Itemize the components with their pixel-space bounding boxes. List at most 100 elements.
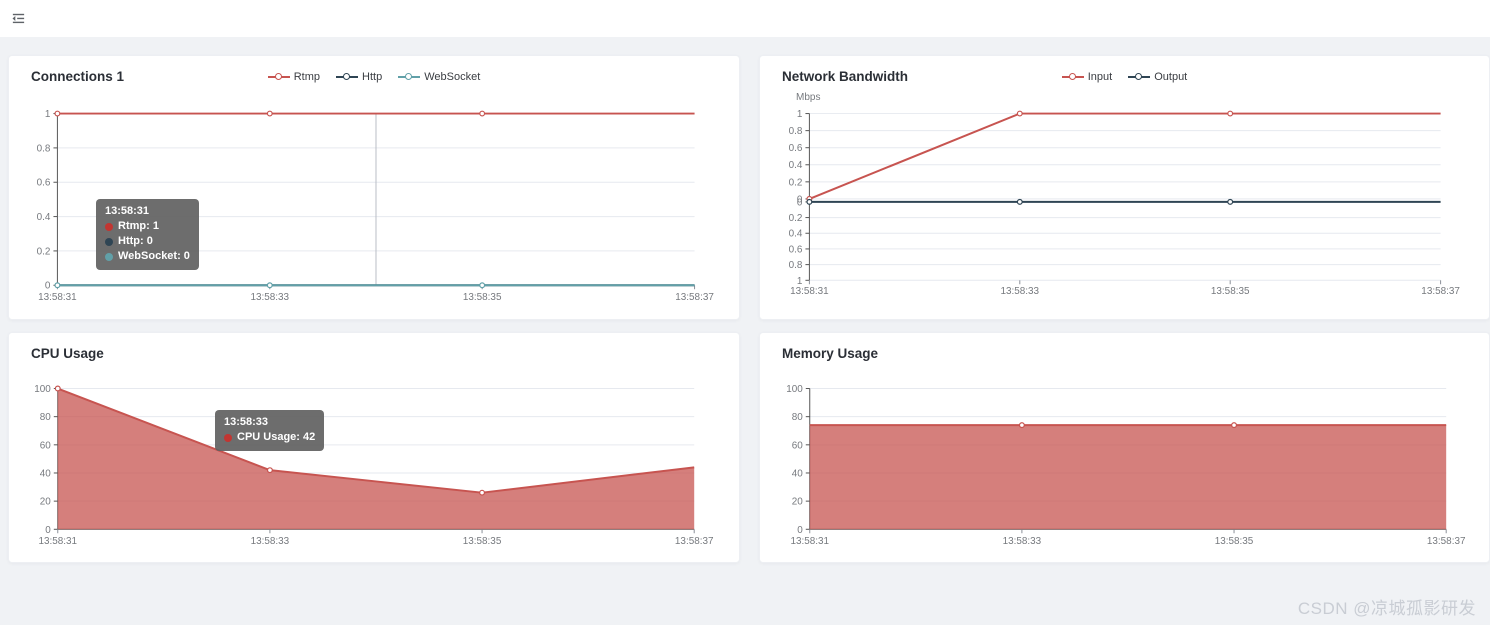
x-tick-label: 13:58:37: [675, 292, 714, 303]
y-tick-label: 0.2: [789, 213, 803, 224]
x-tick-label: 13:58:33: [1001, 286, 1040, 297]
x-tick-label: 13:58:35: [1215, 536, 1254, 547]
data-point-marker: [1018, 422, 1025, 429]
legend-label-rtmp: Rtmp: [293, 71, 321, 83]
data-point-marker: [266, 467, 273, 474]
y-tick-label: 0.4: [789, 229, 803, 240]
data-point-marker: [1231, 422, 1238, 429]
y-tick-label: 20: [792, 497, 804, 508]
line-marker-icon: [1061, 72, 1084, 82]
top-header-bar: [0, 0, 1490, 37]
series-line-input: [809, 112, 1441, 200]
y-tick-label: 0.6: [37, 178, 51, 189]
menu-fold-icon-glyph: [12, 13, 24, 23]
line-marker-icon: [1128, 72, 1151, 82]
x-tick-label: 13:58:31: [790, 286, 829, 297]
legend-network: Input Output: [760, 71, 1489, 83]
y-tick-label: 0.8: [789, 126, 803, 137]
memory-chart-canvas[interactable]: 100 80 60 40 20 013:58:31 13:58:33 13:58:35 13:5…: [760, 333, 1489, 562]
y-tick-label: 40: [792, 468, 804, 479]
legend-item-http[interactable]: Http: [336, 71, 382, 83]
panel-cpu-usage: CPU Usage 100 80 60 40 20 0 13:58:31 13:58:33 13…: [8, 332, 740, 563]
line-marker-icon: [398, 72, 421, 82]
panel-memory-usage: Memory Usage 100 80 60 40 20 0 13:58:31 13:58:3…: [759, 332, 1490, 563]
legend-label-output: Output: [1154, 71, 1188, 83]
chart-title-network: Network Bandwidth: [782, 69, 909, 84]
data-point-marker: [479, 489, 486, 496]
line-marker-icon: [336, 72, 359, 82]
chart-title-connections: Connections 1: [31, 69, 125, 84]
y-tick-label: 0: [797, 194, 803, 205]
y-axis-unit-label: Mbps: [796, 92, 821, 103]
y-tick-label: 0.4: [789, 160, 803, 171]
y-tick-label: 40: [40, 468, 52, 479]
x-tick-label: 13:58:33: [251, 536, 290, 547]
data-point-marker: [479, 282, 486, 289]
x-tick-label: 13:58:31: [38, 292, 77, 303]
legend-connections: Rtmp Http WebSocket: [9, 71, 739, 83]
legend-item-output[interactable]: Output: [1128, 71, 1187, 83]
data-point-marker: [54, 282, 61, 289]
y-tick-label: 100: [786, 384, 803, 395]
legend-label-http: Http: [362, 71, 383, 83]
series-line-cpu-usage: [57, 387, 695, 494]
menu-fold-icon[interactable]: [9, 9, 27, 27]
y-tick-label: 60: [792, 440, 804, 451]
y-tick-label: 0.6: [789, 244, 803, 255]
data-point-marker: [1227, 110, 1234, 117]
y-tick-label: 0.8: [789, 260, 803, 271]
legend-item-input[interactable]: Input: [1061, 71, 1113, 83]
data-point-marker: [806, 198, 813, 205]
x-tick-label: 13:58:35: [463, 536, 502, 547]
y-tick-label: 0.2: [789, 177, 803, 188]
y-tick-label: 0.8: [37, 143, 51, 154]
y-tick-label: 1: [45, 109, 51, 120]
x-tick-label: 13:58:31: [38, 536, 77, 547]
x-tick-label: 13:58:33: [1003, 536, 1042, 547]
connections-chart-canvas[interactable]: 1 0.8 0.6 0.4 0.2 013:58:31 13:58:33 13:58:35 13…: [9, 56, 739, 319]
data-point-marker: [1016, 198, 1023, 205]
x-tick-label: 13:58:35: [463, 292, 502, 303]
line-marker-icon: [267, 72, 290, 82]
x-tick-label: 13:58:31: [790, 536, 829, 547]
y-tick-label: 20: [40, 497, 52, 508]
y-tick-label: 0.4: [37, 212, 51, 223]
y-tick-label: 0: [45, 281, 51, 292]
legend-label-input: Input: [1087, 71, 1113, 83]
x-tick-label: 13:58:37: [675, 536, 714, 547]
data-point-marker: [1016, 110, 1023, 117]
csdn-watermark: CSDN @凉城孤影研发: [1297, 599, 1476, 618]
data-point-marker: [266, 110, 273, 117]
y-tick-label: 60: [40, 440, 52, 451]
y-tick-label: 1: [797, 276, 803, 287]
y-tick-label: 80: [792, 412, 804, 423]
data-point-marker: [54, 385, 61, 392]
area-fill: [809, 425, 1447, 530]
y-tick-label: 0.2: [37, 246, 51, 257]
panel-connections: Connections 1 Rtmp Http WebSocket 1 0.8 0.…: [8, 55, 740, 320]
y-tick-label: 100: [34, 384, 51, 395]
y-tick-label: 80: [40, 412, 52, 423]
data-point-marker: [1227, 198, 1234, 205]
data-point-marker: [266, 282, 273, 289]
panel-network-bandwidth: Network Bandwidth Input Output Mbps 1 0.8…: [759, 55, 1490, 320]
y-tick-label: 0: [45, 525, 51, 536]
cpu-chart-canvas[interactable]: 100 80 60 40 20 013:58:31 13:58:33 13:58:35 13:5…: [9, 333, 739, 562]
area-fill: [57, 388, 695, 530]
legend-item-rtmp[interactable]: Rtmp: [267, 71, 321, 83]
x-tick-label: 13:58:33: [251, 292, 290, 303]
x-tick-label: 13:58:37: [1427, 536, 1466, 547]
x-tick-label: 13:58:35: [1211, 286, 1250, 297]
x-tick-label: 13:58:37: [1421, 286, 1460, 297]
y-tick-label: 1: [797, 109, 803, 120]
chart-title-memory: Memory Usage: [782, 346, 879, 361]
y-tick-label: 0: [797, 197, 803, 208]
legend-label-websocket: WebSocket: [424, 71, 481, 83]
legend-item-websocket[interactable]: WebSocket: [398, 71, 480, 83]
data-point-marker: [479, 110, 486, 117]
y-tick-label: 0.6: [789, 143, 803, 154]
y-tick-label: 0: [797, 525, 803, 536]
data-point-marker: [54, 110, 61, 117]
